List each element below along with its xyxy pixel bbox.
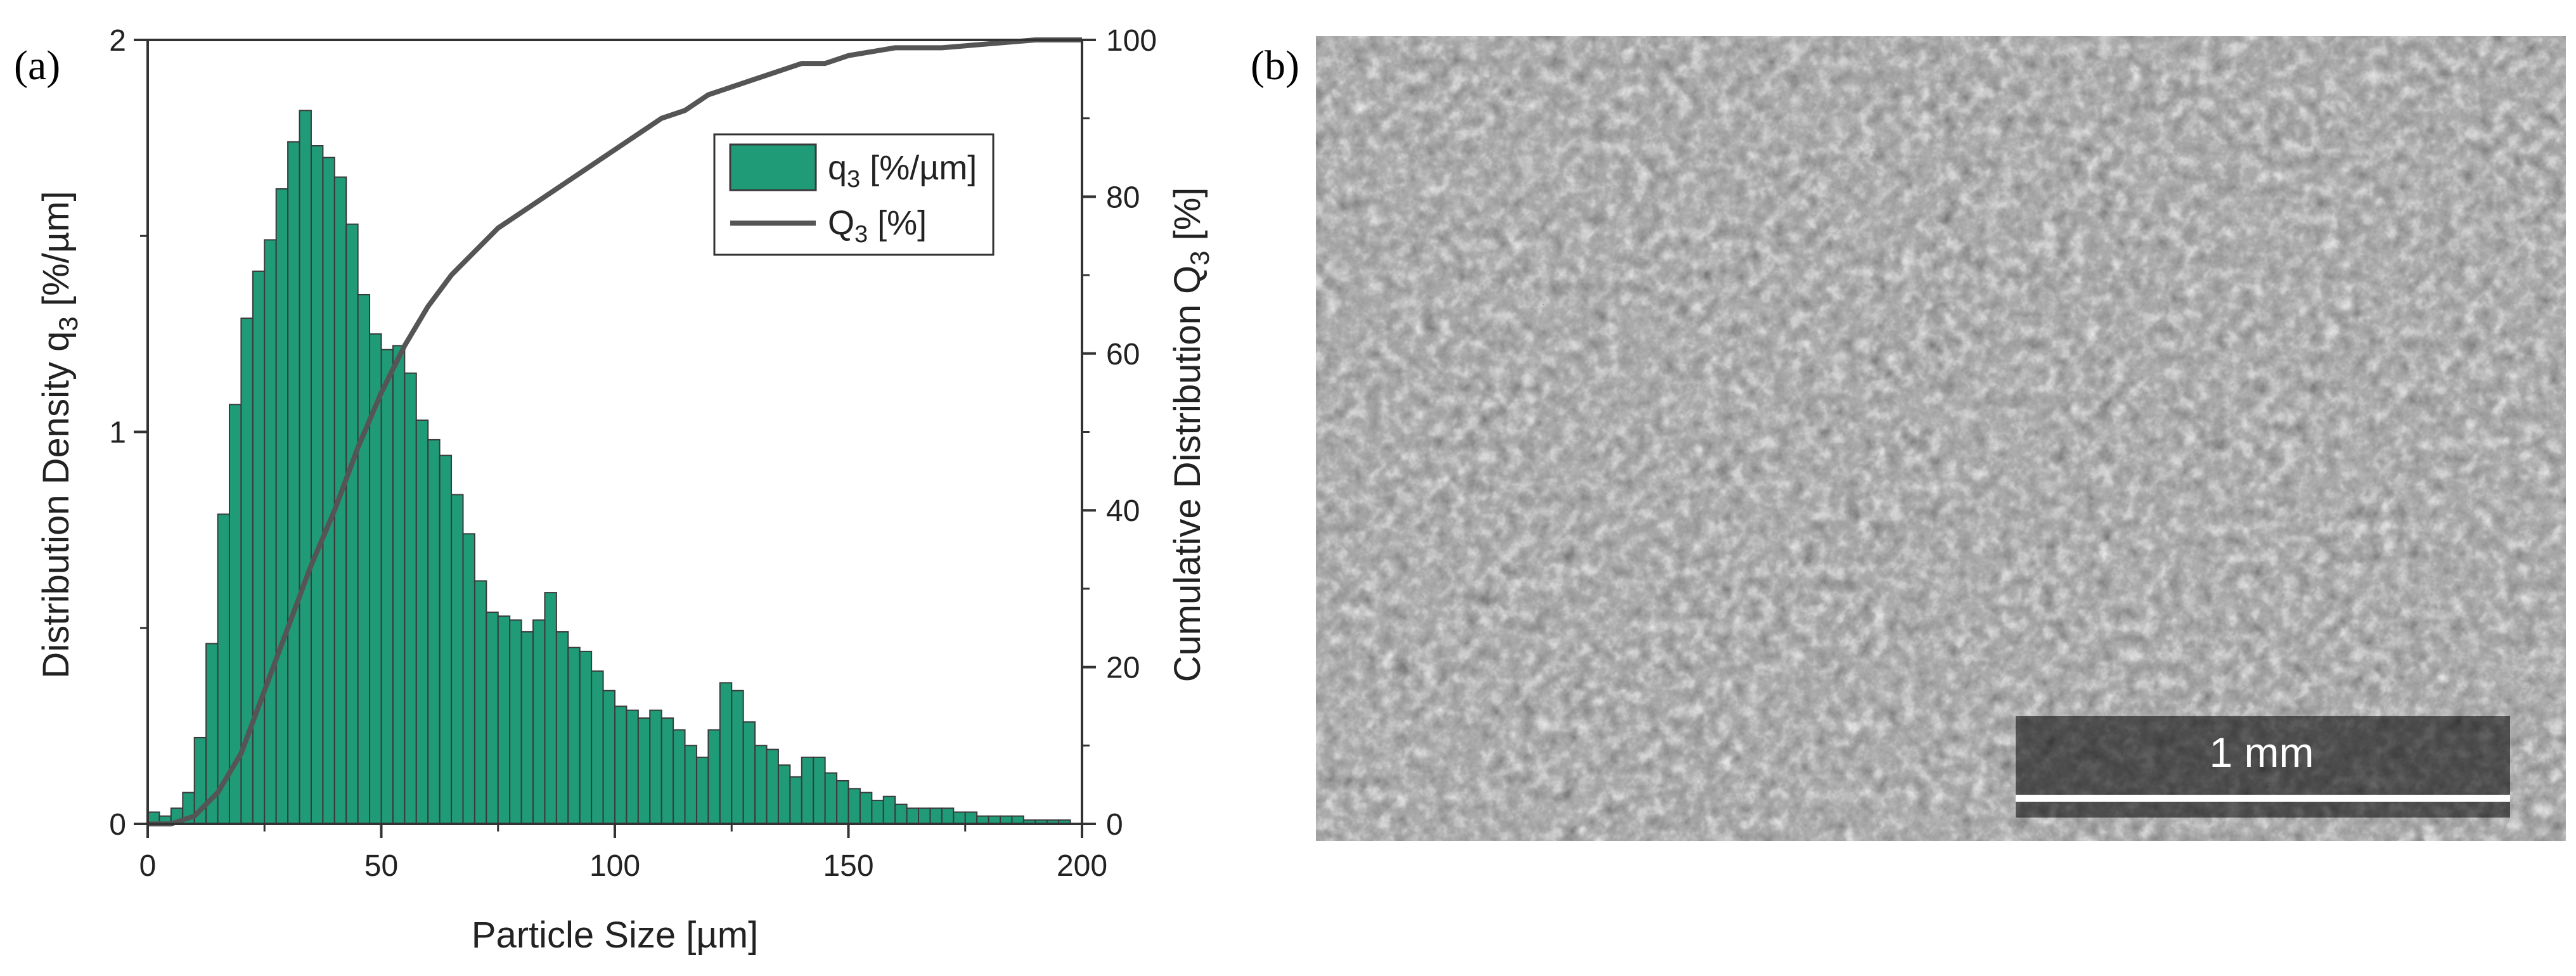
histogram-bar [427,439,441,825]
histogram-bar [871,799,884,825]
y-right-tick-label: 20 [1106,652,1140,685]
histogram-bar [532,619,546,825]
histogram-bar [357,294,371,825]
x-tick-label: 150 [823,849,873,883]
histogram-bar [380,349,394,825]
scale-bar-label: 1 mm [2210,729,2314,776]
histogram-bar [275,188,289,825]
histogram-bar [766,748,779,825]
histogram-bar [544,592,557,825]
histogram-bar [684,745,697,825]
histogram-bar [695,756,709,825]
histogram-bar [637,717,651,825]
y-right-tick-label: 0 [1106,808,1123,842]
histogram-bar [918,807,931,825]
sem-image-texture [1316,36,2566,841]
histogram-bar [614,705,628,825]
y-left-axis-title: Distribution Density q3 [%/µm] [35,191,83,678]
histogram-bar [673,729,686,825]
histogram-bar [439,454,453,825]
histogram-bar [392,345,406,825]
histogram-bar [626,709,639,825]
histogram-bar [451,494,464,825]
histogram-bar [345,223,359,825]
histogram-bar [953,811,966,825]
histogram-bar [836,780,849,825]
histogram-bar [591,670,604,825]
histogram-bar [859,792,873,825]
histogram-bar [754,745,768,825]
histogram-bar [813,756,826,825]
x-tick-label: 100 [589,849,640,883]
legend-bar-label: q3 [%/µm] [828,149,977,193]
histogram-bar [824,772,838,825]
histogram-bar [882,795,896,825]
histogram-bar [906,807,920,825]
x-tick-label: 0 [139,849,157,883]
histogram-bar [602,690,616,825]
histogram-bar [649,709,662,825]
histogram-bar [964,811,978,825]
histogram-bar [789,776,802,825]
histogram-bar [731,690,744,825]
histogram-bar [252,270,266,825]
legend-bar-swatch [729,143,817,191]
y-left-tick-label: 2 [109,24,126,58]
cumulative-q3-line [148,37,1082,826]
histogram-bar [555,631,569,825]
histogram-bar [299,110,312,825]
panel-a-label: (a) [14,42,60,89]
histogram-bar [310,145,324,825]
histogram-bar [473,580,487,825]
y-right-axis-title: Cumulative Distribution Q3 [%] [1167,188,1214,683]
sem-micrograph: 1 mm [1316,36,2566,841]
histogram-bar [264,239,277,825]
y-right-tick-label: 60 [1106,338,1140,371]
x-tick-label: 200 [1057,849,1107,883]
y-right-tick-label: 100 [1106,24,1157,58]
y-left-tick-label: 0 [109,808,126,842]
legend: q3 [%/µm] Q3 [%] [713,133,995,256]
histogram-bar [509,619,522,825]
histogram-bar [497,615,511,825]
histogram-bar [941,807,955,825]
histogram-bar [322,157,335,825]
x-axis-title: Particle Size [µm] [472,915,758,956]
legend-line-label: Q3 [%] [828,204,927,248]
panel-b-label: (b) [1251,42,1299,89]
histogram-bar [777,764,791,825]
scale-bar [2016,795,2510,802]
histogram-bar [660,717,674,825]
histogram-bar [486,612,499,825]
histogram-bar [287,141,300,825]
histogram-bar [520,631,534,825]
histogram-bar [462,533,475,825]
x-tick-label: 50 [364,849,398,883]
histogram-bar [929,807,943,825]
y-right-tick-label: 40 [1106,494,1140,528]
histogram-bar [415,419,429,825]
histogram-bar [579,650,593,825]
y-left-tick-label: 1 [109,416,126,450]
histogram-bar [719,682,733,825]
histogram-bar [801,756,815,825]
histogram-bar [742,721,756,825]
histogram-bar [567,646,581,825]
histogram-bar [847,788,861,825]
histogram-bar [404,372,417,825]
histogram-bar [707,729,721,825]
y-right-tick-label: 80 [1106,181,1140,214]
histogram-bar [894,804,908,825]
